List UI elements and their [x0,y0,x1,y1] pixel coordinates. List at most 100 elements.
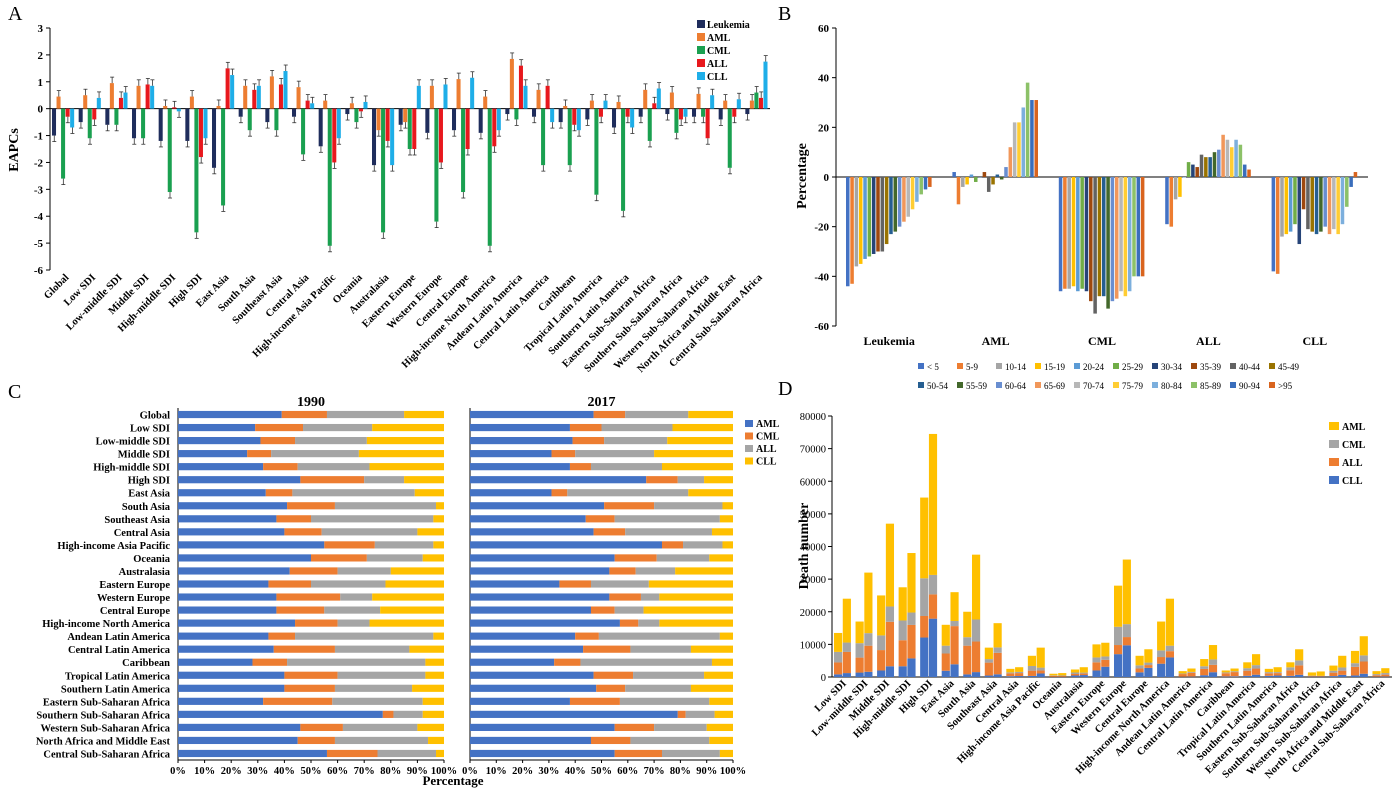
bar-all [385,108,390,141]
stacked-segment [436,749,444,758]
stacked-segment [1221,672,1230,674]
stacked-segment [1221,673,1230,677]
bar-cll [470,77,475,109]
bar-leukemia [452,108,457,131]
bar-age [986,177,991,192]
bar-all [305,100,310,109]
stacked-segment [1165,598,1175,646]
stacked-segment [1221,670,1230,673]
stacked-segment [284,671,338,679]
stacked-segment [342,723,418,731]
bar-age [1230,147,1234,177]
stacked-segment [311,580,386,588]
category-label: Low-middle SDI [96,437,170,448]
stacked-segment [178,541,325,549]
stacked-segment [1329,670,1338,673]
stacked-segment [1058,673,1067,676]
stacked-segment [1307,672,1317,676]
stacked-segment [289,567,338,575]
stacked-segment [614,749,662,758]
bar-age [1242,164,1247,177]
bar-cll [390,108,395,166]
stacked-segment [619,619,639,627]
y-tick-label: 30000 [800,575,826,586]
bar-aml [296,87,301,109]
stacked-segment [1015,676,1024,677]
y-tick-label: 0 [38,104,44,116]
bar-cll [576,108,581,131]
bar-aml [269,76,274,109]
stacked-segment [1187,671,1196,673]
bar-aml [189,96,194,109]
bar-all [465,108,470,149]
x-tick-label: 60% [617,766,638,777]
bar-cll [603,100,608,109]
stacked-segment [178,489,266,497]
bar-cml [674,108,679,133]
stacked-segment [972,672,981,677]
stacked-segment [1316,676,1325,677]
stacked-segment [1036,667,1045,671]
stacked-segment [590,463,662,471]
bar-age [1012,122,1017,177]
bar-leukemia [665,108,670,115]
x-tick-label: 80% [380,766,401,777]
bar-cml [701,108,706,117]
stacked-segment [1157,650,1166,658]
stacked-segment [984,662,993,676]
stacked-segment [470,723,615,731]
legend-swatch [1035,382,1041,388]
bar-age [1021,107,1026,177]
bar-age [1067,177,1071,289]
stacked-segment [409,645,444,653]
legend-label: ALL [1342,458,1363,469]
stacked-segment [1144,667,1153,677]
stacked-segment [1295,660,1304,666]
bar-age [897,177,902,227]
stacked-segment [643,606,733,614]
y-tick-label: 1 [38,77,44,89]
category-label: Southern Sub-Saharan Africa [36,710,170,721]
stacked-segment [178,671,285,679]
y-tick-label: 2 [38,50,44,62]
stacked-segment [1338,655,1347,668]
x-tick-label: 20% [221,766,242,777]
bar-age [889,177,893,235]
bar-age [923,177,928,190]
stacked-segment [1157,657,1166,664]
legend-label: 70-74 [1083,381,1104,391]
legend-label: Leukemia [707,20,750,31]
stacked-segment [1006,668,1015,673]
bar-age [1199,154,1204,177]
bar-age [1004,167,1008,177]
stacked-segment [569,463,591,471]
bar-age [906,177,910,217]
legend-label: CLL [707,72,728,83]
stacked-segment [877,595,886,636]
stacked-segment [928,574,938,595]
stacked-segment [1092,670,1101,677]
stacked-segment [297,463,370,471]
bar-age [876,177,880,252]
stacked-segment [284,684,335,692]
stacked-segment [646,476,678,484]
stacked-segment [1200,659,1209,667]
stacked-segment [390,567,444,575]
stacked-segment [648,580,733,588]
bar-aml [109,83,114,109]
bar-age [1017,122,1021,177]
bar-age [965,177,969,185]
x-tick-label: 20% [512,766,533,777]
stacked-segment [1157,621,1166,651]
stacked-segment [382,710,394,718]
stacked-segment [1049,673,1058,676]
bar-age [1288,177,1293,232]
stacked-segment [364,476,405,484]
bar-aml [456,79,461,109]
stacked-segment [1381,673,1390,675]
stacked-segment [326,410,405,419]
bar-cll [363,101,368,109]
stacked-segment [1135,655,1144,666]
bar-all [252,89,257,109]
